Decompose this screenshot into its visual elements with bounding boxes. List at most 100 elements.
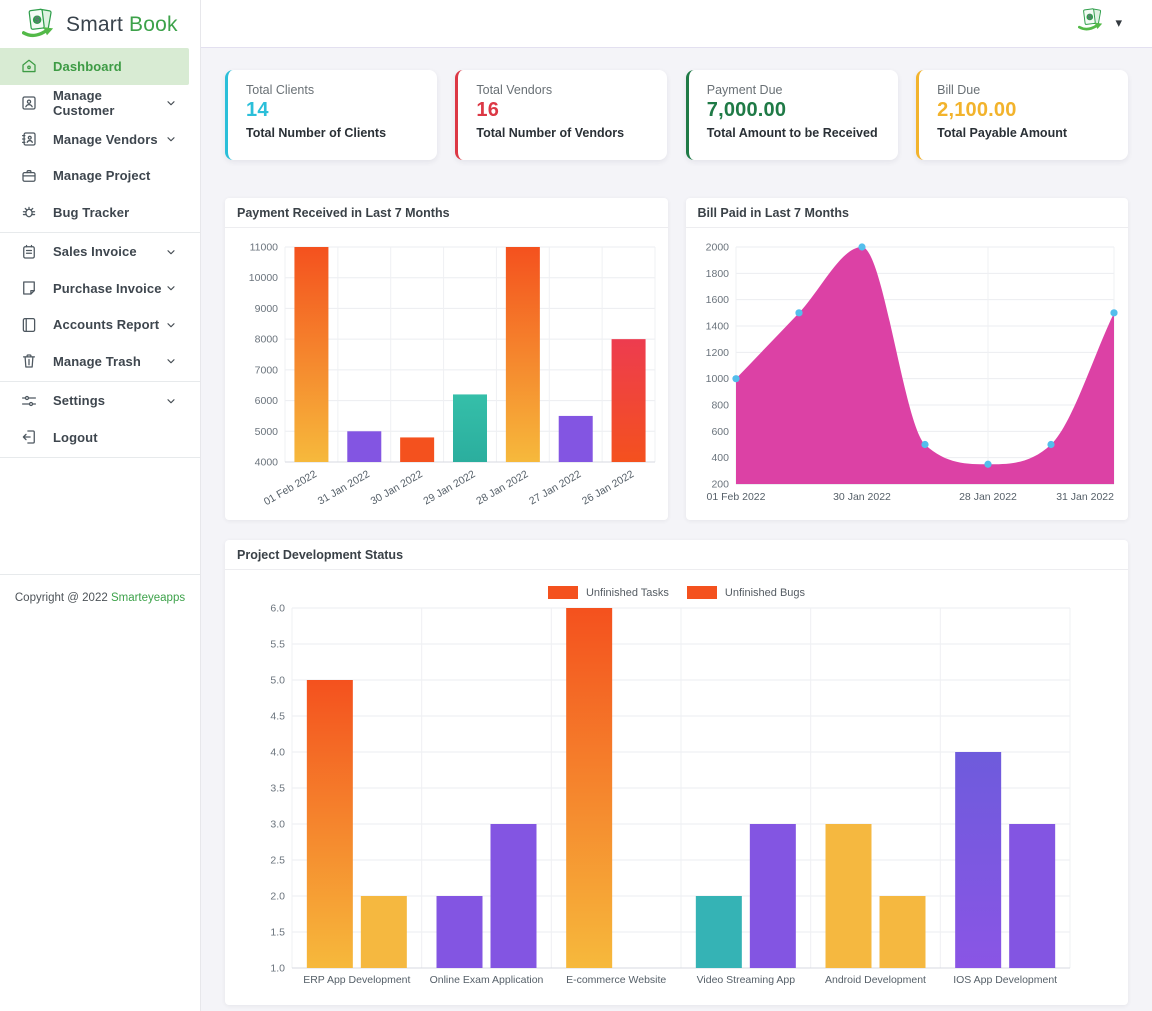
stat-sublabel: Total Payable Amount bbox=[937, 126, 1068, 140]
sidebar-item-manage-project[interactable]: Manage Project bbox=[0, 158, 189, 195]
stats-row: Total Clients 14 Total Number of Clients To… bbox=[225, 70, 1128, 160]
svg-text:2000: 2000 bbox=[705, 242, 729, 254]
svg-text:3.0: 3.0 bbox=[270, 819, 285, 831]
money-logo-icon: $ bbox=[1078, 7, 1106, 37]
legend-item-unfinished-tasks[interactable]: Unfinished Tasks bbox=[547, 586, 669, 599]
sidebar-divider bbox=[0, 380, 200, 382]
svg-text:ERP App Development: ERP App Development bbox=[303, 974, 410, 986]
project-status-chart: 1.0 1.5 2.0 2.5 3.0 3.5 4.0 4.5 5.0 5.5 6.0 ERP App… bbox=[270, 603, 1071, 986]
topbar: $ ▾ bbox=[201, 0, 1152, 48]
purchase-invoice-icon bbox=[20, 279, 38, 297]
svg-text:1.0: 1.0 bbox=[270, 963, 285, 975]
svg-text:5000: 5000 bbox=[255, 426, 279, 438]
svg-text:26 Jan 2022: 26 Jan 2022 bbox=[580, 468, 636, 507]
sidebar-item-label: Sales Invoice bbox=[53, 244, 137, 260]
svg-text:29 Jan 2022: 29 Jan 2022 bbox=[421, 468, 477, 507]
customer-icon bbox=[20, 94, 38, 112]
sidebar-item-bug-tracker[interactable]: Bug Tracker bbox=[0, 194, 189, 231]
payment-received-title: Payment Received in Last 7 Months bbox=[225, 198, 668, 228]
svg-text:30 Jan 2022: 30 Jan 2022 bbox=[369, 468, 425, 507]
legend-label: Unfinished Tasks bbox=[585, 586, 669, 599]
brand: $ Smart Book bbox=[0, 0, 200, 48]
sidebar-item-manage-vendors[interactable]: Manage Vendors bbox=[0, 121, 189, 158]
svg-text:Video Streaming App: Video Streaming App bbox=[697, 974, 796, 986]
chevron-down-icon bbox=[165, 355, 177, 367]
legend-item-unfinished-bugs[interactable]: Unfinished Bugs bbox=[686, 586, 806, 599]
copyright-link[interactable]: Smarteyeapps bbox=[110, 592, 186, 604]
sales-invoice-icon bbox=[20, 243, 38, 261]
sidebar-item-label: Dashboard bbox=[53, 58, 122, 74]
stat-label: Payment Due bbox=[706, 83, 783, 97]
sidebar-item-logout[interactable]: Logout bbox=[0, 419, 189, 456]
project-status-panel: Project Development Status Unfinished Ta… bbox=[225, 540, 1128, 1005]
main-content: Total Clients 14 Total Number of Clients To… bbox=[201, 48, 1152, 1011]
copyright: Copyright @ 2022 Smarteyeapps bbox=[0, 574, 200, 604]
svg-text:7000: 7000 bbox=[255, 364, 279, 376]
sidebar-item-accounts-report[interactable]: Accounts Report bbox=[0, 307, 189, 344]
svg-text:4.0: 4.0 bbox=[270, 747, 285, 759]
sidebar-divider bbox=[0, 456, 200, 458]
svg-text:1600: 1600 bbox=[705, 294, 729, 306]
svg-text:IOS App Development: IOS App Development bbox=[953, 974, 1057, 986]
stat-value: 2,100.00 bbox=[937, 99, 1017, 121]
svg-text:2.5: 2.5 bbox=[270, 855, 285, 867]
chevron-down-icon bbox=[165, 97, 177, 109]
sidebar-item-label: Manage Trash bbox=[53, 353, 141, 369]
home-icon bbox=[20, 57, 38, 75]
svg-text:Online Exam Application: Online Exam Application bbox=[430, 974, 544, 986]
legend-label: Unfinished Bugs bbox=[724, 586, 806, 599]
logout-icon bbox=[20, 428, 38, 446]
svg-text:$: $ bbox=[1088, 14, 1092, 21]
svg-text:600: 600 bbox=[711, 426, 729, 438]
stat-card-bill-due: Bill Due 2,100.00 Total Payable Amount bbox=[916, 70, 1128, 160]
chevron-down-icon bbox=[165, 282, 177, 294]
svg-text:Android Development: Android Development bbox=[825, 974, 926, 986]
money-logo-icon: $ bbox=[21, 7, 58, 44]
svg-text:4000: 4000 bbox=[255, 457, 279, 469]
sidebar-item-settings[interactable]: Settings bbox=[0, 383, 189, 420]
stat-card-payment-due: Payment Due 7,000.00 Total Amount to be Re… bbox=[685, 70, 898, 160]
bill-paid-chart: 200 400 600 800 1000 1200 1400 1600 1800 2000 01 F… bbox=[705, 242, 1118, 503]
settings-sliders-icon bbox=[20, 392, 38, 410]
svg-text:31 Jan 2022: 31 Jan 2022 bbox=[316, 468, 372, 507]
sidebar-item-label: Manage Customer bbox=[53, 87, 115, 118]
stat-label: Total Clients bbox=[246, 83, 315, 97]
sidebar-item-purchase-invoice[interactable]: Purchase Invoice bbox=[0, 270, 189, 307]
svg-text:11000: 11000 bbox=[250, 242, 279, 254]
sidebar-item-label: Bug Tracker bbox=[53, 204, 130, 220]
sidebar-item-label: Manage Project bbox=[53, 168, 151, 184]
sidebar-item-manage-customer[interactable]: Manage Customer bbox=[0, 85, 189, 122]
user-menu[interactable]: $ ▾ bbox=[1078, 7, 1122, 37]
svg-text:400: 400 bbox=[711, 452, 729, 464]
svg-text:30 Jan 2022: 30 Jan 2022 bbox=[833, 491, 891, 503]
svg-text:31 Jan 2022: 31 Jan 2022 bbox=[1056, 491, 1114, 503]
svg-text:1000: 1000 bbox=[705, 373, 729, 385]
svg-text:01 Feb 2022: 01 Feb 2022 bbox=[706, 491, 765, 503]
chevron-down-icon bbox=[165, 395, 177, 407]
svg-text:800: 800 bbox=[711, 400, 729, 412]
stat-sublabel: Total Number of Vendors bbox=[476, 126, 625, 140]
svg-text:27 Jan 2022: 27 Jan 2022 bbox=[527, 468, 583, 507]
svg-text:9000: 9000 bbox=[255, 303, 279, 315]
svg-text:200: 200 bbox=[711, 479, 729, 491]
chart-legend: Unfinished Tasks Unfinished Bugs bbox=[225, 586, 1128, 599]
svg-text:10000: 10000 bbox=[249, 272, 278, 284]
stat-sublabel: Total Amount to be Received bbox=[706, 126, 878, 140]
svg-text:1.5: 1.5 bbox=[270, 927, 285, 939]
sidebar-item-label: Settings bbox=[53, 393, 106, 409]
sidebar-item-sales-invoice[interactable]: Sales Invoice bbox=[0, 234, 189, 271]
chevron-down-icon bbox=[165, 246, 177, 258]
project-status-title: Project Development Status bbox=[225, 540, 1128, 570]
svg-text:3.5: 3.5 bbox=[270, 783, 285, 795]
sidebar-item-manage-trash[interactable]: Manage Trash bbox=[0, 343, 189, 380]
bug-icon bbox=[20, 203, 38, 221]
stat-value: 14 bbox=[246, 99, 269, 121]
copyright-text: Copyright @ 2022 bbox=[14, 592, 108, 604]
legend-swatch bbox=[547, 586, 578, 599]
sidebar-item-label: Logout bbox=[53, 429, 98, 445]
sidebar-item-dashboard[interactable]: Dashboard bbox=[0, 48, 189, 85]
stat-label: Total Vendors bbox=[476, 83, 553, 97]
brand-name: Smart Book bbox=[66, 13, 178, 36]
payment-received-panel: Payment Received in Last 7 Months 4000 50… bbox=[225, 198, 668, 520]
stat-sublabel: Total Number of Clients bbox=[246, 126, 387, 140]
